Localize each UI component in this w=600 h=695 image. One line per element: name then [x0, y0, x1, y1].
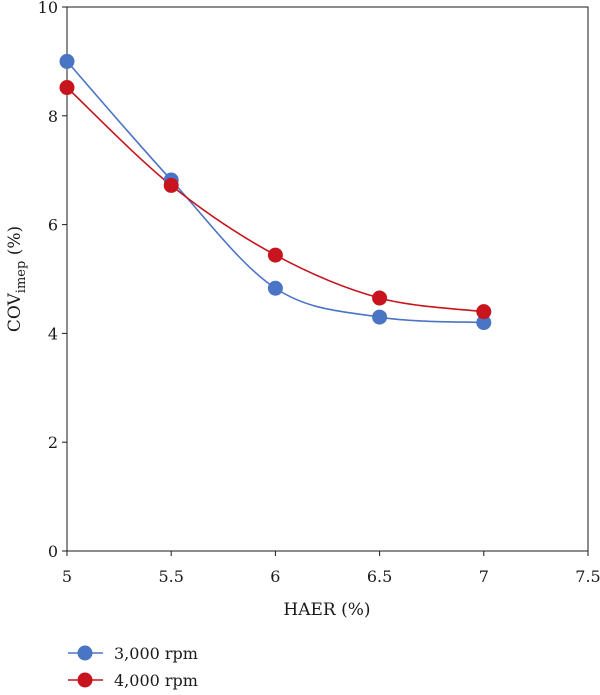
x-tick-label: 6.5	[367, 567, 392, 586]
legend-marker-2	[77, 672, 93, 688]
x-axis-title: HAER (%)	[283, 600, 370, 620]
legend-label-2: 4,000 rpm	[114, 671, 198, 690]
y-tick-label: 0	[48, 542, 58, 561]
series-1-point	[267, 280, 283, 296]
series-2-point	[267, 247, 283, 263]
y-tick-label: 10	[38, 0, 58, 17]
x-tick-label: 7	[479, 567, 489, 586]
series-2-point	[476, 304, 492, 320]
series-1-point	[59, 53, 75, 69]
legend-label-1: 3,000 rpm	[114, 644, 198, 663]
series-line-2	[66, 86, 484, 313]
x-tick-label: 7.5	[575, 567, 600, 586]
series-2-point	[163, 177, 179, 193]
y-axis-title-main: COV	[5, 292, 25, 332]
x-axis-ticks: 5 5.5 6 6.5 7 7.5	[62, 551, 600, 586]
plot-frame	[66, 6, 589, 552]
x-tick-label: 5.5	[158, 567, 183, 586]
y-axis-title: COVimep (%)	[5, 226, 29, 332]
x-tick-label: 5	[62, 567, 72, 586]
y-tick-label: 6	[48, 216, 58, 235]
x-tick-label: 6	[270, 567, 280, 586]
y-tick-label: 8	[48, 107, 58, 126]
legend: 3,000 rpm 4,000 rpm	[68, 644, 198, 690]
y-axis-title-suffix: (%)	[5, 226, 25, 261]
y-axis-ticks: 0 2 4 6 8 10	[38, 0, 67, 561]
series-1-point	[372, 309, 388, 325]
legend-marker-1	[77, 645, 93, 661]
y-tick-label: 2	[48, 433, 58, 452]
series-line-1	[66, 60, 484, 324]
series-1-point	[476, 315, 492, 331]
series-2-point	[372, 290, 388, 306]
y-axis-title-subscript: imep	[14, 261, 29, 294]
series-layer	[59, 53, 492, 331]
series-2-point	[59, 80, 75, 96]
y-tick-label: 4	[48, 324, 58, 343]
